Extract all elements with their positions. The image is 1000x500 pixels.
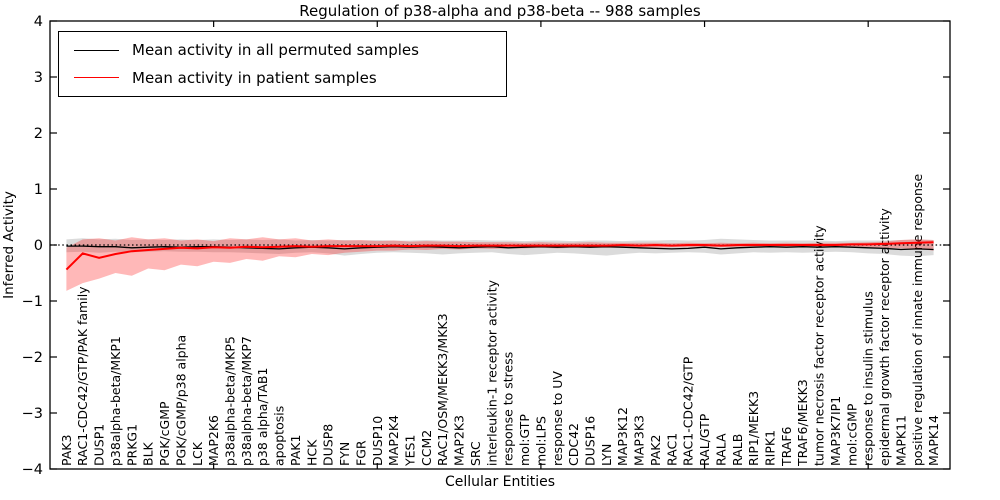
x-category-label: PGK/cGMP/p38 alpha — [173, 335, 188, 466]
x-category-label: apoptosis — [272, 406, 287, 466]
x-category-label: DUSP16 — [583, 416, 598, 466]
permuted-line-swatch — [74, 49, 119, 51]
x-category-label: p38alpha-beta/MKP5 — [223, 336, 238, 466]
x-category-label: MAP2K6 — [206, 415, 221, 466]
x-category-label: mol:LPS — [533, 416, 548, 466]
y-tick-label: 1 — [34, 182, 43, 198]
y-tick-label: −1 — [22, 294, 43, 310]
x-category-label: SRC — [468, 441, 483, 466]
y-tick-label: 4 — [34, 14, 43, 30]
x-category-label: RAC1-CDC42/GTP — [681, 356, 696, 466]
x-category-label: p38 alpha/TAB1 — [255, 368, 270, 466]
x-category-label: RAC1-CDC42/GTP/PAK family — [75, 286, 90, 466]
x-category-label: PAK3 — [59, 435, 74, 466]
x-category-label: HCK — [304, 439, 319, 466]
x-category-label: PAK2 — [648, 435, 663, 466]
x-axis-label: Cellular Entities — [444, 474, 556, 490]
legend-label-patient: Mean activity in patient samples — [132, 68, 377, 87]
x-category-label: p38alpha-beta/MKP7 — [239, 336, 254, 466]
chart-title: Regulation of p38-alpha and p38-beta -- … — [299, 2, 701, 20]
legend: Mean activity in all permuted samples Me… — [58, 31, 507, 97]
patient-line-swatch — [74, 77, 119, 79]
y-tick-label: 0 — [34, 238, 43, 254]
x-category-label: positive regulation of innate immune res… — [910, 174, 925, 466]
y-tick-label: 2 — [34, 126, 43, 142]
x-category-label: RAL/GTP — [697, 413, 712, 466]
x-category-label: epidermal growth factor receptor activit… — [877, 208, 892, 466]
patient-mean-line — [65, 241, 934, 271]
x-category-label: CDC42 — [566, 423, 581, 466]
x-category-label: RIPK1 — [763, 430, 778, 466]
y-tick-label: −2 — [22, 350, 43, 366]
x-category-label: PGK/cGMP — [157, 401, 172, 466]
x-category-label: BLK — [141, 441, 156, 466]
x-category-label: RAC1/OSM/MEKK3/MKK3 — [435, 313, 450, 466]
x-category-label: MAP2K3 — [452, 415, 467, 466]
x-category-label: DUSP10 — [370, 416, 385, 466]
x-category-label: p38alpha-beta/MKP1 — [108, 336, 123, 466]
x-category-label: TRAF6/MEKK3 — [795, 379, 810, 467]
legend-entry-patient: Mean activity in patient samples — [59, 69, 506, 87]
x-category-label: MAP3K7IP1 — [828, 396, 843, 466]
y-tick-label: −4 — [22, 462, 43, 478]
x-category-label: LCK — [190, 441, 205, 466]
x-category-label: response to insulin stimulus — [861, 291, 876, 466]
y-tick-label: −3 — [22, 406, 43, 422]
x-category-label: tumor necrosis factor receptor activity — [812, 225, 827, 466]
legend-entry-permuted: Mean activity in all permuted samples — [59, 41, 506, 59]
y-tick-label: 3 — [34, 70, 43, 86]
x-category-label: DUSP1 — [92, 424, 107, 466]
x-category-label: RIP1/MEKK3 — [746, 391, 761, 466]
x-category-label: LYN — [599, 444, 614, 466]
patient-samples-range-band — [66, 237, 934, 291]
x-category-label: TRAF6 — [779, 426, 794, 467]
x-category-label: mol:cGMP — [844, 403, 859, 466]
x-category-label: MAP3K3 — [632, 415, 647, 466]
x-category-label: MAP2K4 — [386, 415, 401, 466]
x-category-label: PRKG1 — [124, 424, 139, 466]
x-category-label: MAP3K12 — [615, 407, 630, 466]
x-category-label: YES1 — [403, 435, 418, 467]
x-category-label: RAC1 — [664, 433, 679, 466]
x-category-label: FYN — [337, 442, 352, 466]
x-category-label: DUSP8 — [321, 424, 336, 466]
x-category-label: MAPK11 — [893, 415, 908, 466]
x-category-label: PAK1 — [288, 435, 303, 466]
x-category-label: RALB — [730, 434, 745, 466]
x-category-label: response to UV — [550, 371, 565, 466]
x-category-label: mol:GTP — [517, 414, 532, 466]
x-category-label: response to stress — [501, 352, 516, 466]
x-category-label: MAPK14 — [926, 415, 941, 466]
legend-label-permuted: Mean activity in all permuted samples — [132, 41, 419, 60]
x-category-label: CCM2 — [419, 430, 434, 466]
x-category-label: RALA — [713, 433, 728, 466]
x-category-label: FGR — [353, 440, 368, 466]
x-category-label: interleukin-1 receptor activity — [484, 279, 499, 466]
